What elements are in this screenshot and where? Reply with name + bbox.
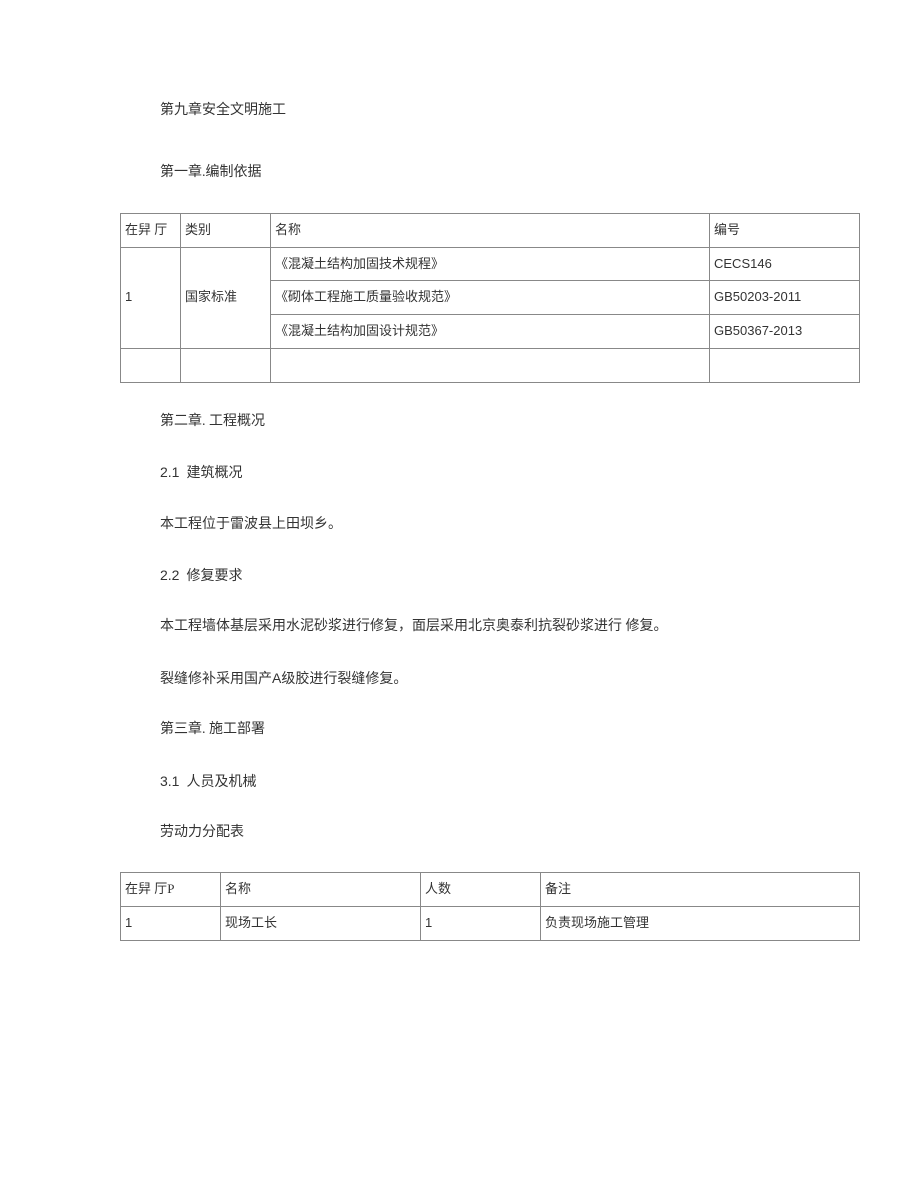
cell-code: GB50367-2013 — [710, 315, 860, 349]
section-3-1-heading: 3.1 人员及机械 — [160, 770, 860, 794]
section-2-1-heading: 2.1 建筑概况 — [160, 461, 860, 485]
cell-seq: 1 — [121, 247, 181, 348]
cell-name: 《砌体工程施工质量验收规范》 — [271, 281, 710, 315]
section-2-1-title: 建筑概况 — [186, 466, 242, 481]
section-2-2-heading: 2.2 修复要求 — [160, 564, 860, 588]
header-cat: 类别 — [181, 213, 271, 247]
body2-part-c: 级胶进行裂缝修复。 — [281, 672, 407, 687]
section-2-2-num: 2.2 — [160, 567, 179, 583]
chapter1-title: 第一章.编制依据 — [160, 162, 860, 184]
section-2-2-title: 修复要求 — [186, 569, 242, 584]
header-code: 编号 — [710, 213, 860, 247]
chapter2-title: 第二章. 工程概况 — [160, 411, 860, 433]
header-b: 名称 — [221, 873, 421, 907]
header-seq: 在舁 厅 — [121, 213, 181, 247]
cell-b: 现场工长 — [221, 907, 421, 941]
header-name: 名称 — [271, 213, 710, 247]
body2-part-a: 裂缝修补采用国产 — [160, 672, 272, 687]
labor-table: 在舁 厅P 名称 人数 备注 1 现场工长 1 负责现场施工管理 — [120, 872, 860, 941]
section-2-1-num: 2.1 — [160, 464, 179, 480]
empty-cell — [181, 348, 271, 382]
section-2-2-body1: 本工程墙体基层采用水泥砂浆进行修复，面层采用北京奥泰利抗裂砂浆进行 修复。 — [160, 616, 860, 638]
header-a: 在舁 厅P — [121, 873, 221, 907]
empty-cell — [710, 348, 860, 382]
body2-part-b: A — [272, 670, 281, 686]
empty-cell — [121, 348, 181, 382]
cell-d: 负责现场施工管理 — [541, 907, 860, 941]
section-3-1-num: 3.1 — [160, 773, 179, 789]
table-row: 1 国家标准 《混凝土结构加固技术规程》 CECS146 — [121, 247, 860, 281]
cell-code: GB50203-2011 — [710, 281, 860, 315]
header-c: 人数 — [421, 873, 541, 907]
cell-name: 《混凝土结构加固技术规程》 — [271, 247, 710, 281]
table-row: 1 现场工长 1 负责现场施工管理 — [121, 907, 860, 941]
cell-cat: 国家标准 — [181, 247, 271, 348]
cell-code: CECS146 — [710, 247, 860, 281]
table-row: 在舁 厅 类别 名称 编号 — [121, 213, 860, 247]
labor-table-title: 劳动力分配表 — [160, 822, 860, 844]
section-2-1-body: 本工程位于雷波县上田坝乡。 — [160, 514, 860, 536]
cell-a: 1 — [121, 907, 221, 941]
section-2-2-body2: 裂缝修补采用国产A级胶进行裂缝修复。 — [160, 667, 860, 691]
section-3-1-title: 人员及机械 — [186, 775, 256, 790]
cell-name: 《混凝土结构加固设计规范》 — [271, 315, 710, 349]
chapter3-title: 第三章. 施工部署 — [160, 719, 860, 741]
header-d: 备注 — [541, 873, 860, 907]
chapter9-title: 第九章安全文明施工 — [160, 100, 860, 122]
table-row: 在舁 厅P 名称 人数 备注 — [121, 873, 860, 907]
empty-cell — [271, 348, 710, 382]
table-row — [121, 348, 860, 382]
basis-table: 在舁 厅 类别 名称 编号 1 国家标准 《混凝土结构加固技术规程》 CECS1… — [120, 213, 860, 383]
cell-c: 1 — [421, 907, 541, 941]
